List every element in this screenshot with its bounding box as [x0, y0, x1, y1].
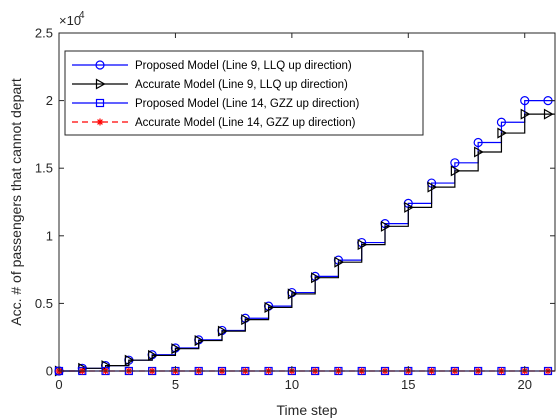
y-tick-label: 1 — [46, 228, 53, 243]
legend-swatch-marker — [96, 118, 104, 126]
series-2-point — [380, 220, 391, 232]
y-tick-label: 1.5 — [35, 161, 53, 176]
y-tick-label: 2 — [46, 93, 53, 108]
y-tick-label: 0 — [46, 364, 53, 379]
legend-entry-3: Proposed Model (Line 14, GZZ up directio… — [72, 98, 360, 110]
series-2-point — [543, 108, 554, 120]
y-tick-label: 2.5 — [35, 26, 53, 41]
series-2-point — [124, 354, 135, 366]
legend-label: Proposed Model (Line 9, LLQ up direction… — [135, 60, 352, 72]
legend-entry-4: Accurate Model (Line 14, GZZ up directio… — [72, 117, 356, 129]
series-1-point — [450, 158, 460, 168]
series-2-point — [171, 343, 182, 355]
y-exponent-power: 4 — [79, 10, 85, 21]
series-2-point — [474, 146, 484, 158]
y-tick-label: 0.5 — [35, 296, 53, 311]
series-2-point — [264, 301, 275, 313]
legend-swatch-marker — [95, 98, 105, 108]
y-exponent: ×10 4 — [59, 10, 85, 28]
series-2-point — [241, 314, 252, 326]
legend-swatch-marker — [95, 60, 105, 70]
series-2-point — [357, 239, 368, 251]
series-2-point — [311, 272, 321, 284]
series-2-point — [450, 165, 461, 177]
series-2-point — [427, 181, 438, 193]
series-2-point — [334, 256, 345, 268]
series-2-point — [520, 108, 531, 120]
series-2-point — [194, 335, 205, 347]
series-2-point — [497, 127, 508, 139]
y-axis-label: Acc. # of passengers that cannot depart — [8, 78, 24, 326]
legend-label: Accurate Model (Line 14, GZZ up directio… — [135, 117, 356, 129]
series-2-line — [59, 113, 555, 372]
series-1-point — [520, 95, 530, 106]
series-2-point — [148, 349, 158, 361]
legend-label: Proposed Model (Line 14, GZZ up directio… — [135, 98, 360, 110]
x-tick-label: 0 — [55, 377, 62, 392]
x-tick-label: 5 — [172, 377, 179, 392]
series-2-point — [217, 325, 228, 337]
legend-label: Accurate Model (Line 9, LLQ up direction… — [135, 79, 348, 91]
ticks-layer: 0 5 10 15 20 0 0.5 1 1.5 2 2.5 — [35, 26, 555, 392]
series-1-point — [496, 117, 507, 127]
legend-entry-1: Proposed Model (Line 9, LLQ up direction… — [72, 60, 352, 72]
x-axis-label: Time step — [277, 402, 338, 418]
series-2-point — [404, 201, 415, 213]
x-tick-label: 20 — [517, 377, 531, 392]
legend: Proposed Model (Line 9, LLQ up direction… — [64, 50, 424, 136]
series-1-point — [473, 137, 483, 148]
legend-swatch-marker — [95, 78, 106, 90]
series-2-point — [287, 288, 298, 300]
y-exponent-base: ×10 — [59, 13, 81, 28]
series-2 — [54, 108, 555, 377]
plot-frame — [58, 32, 556, 372]
legend-entry-2: Accurate Model (Line 9, LLQ up direction… — [72, 78, 348, 91]
x-tick-label: 15 — [401, 377, 415, 392]
x-tick-label: 10 — [285, 377, 299, 392]
